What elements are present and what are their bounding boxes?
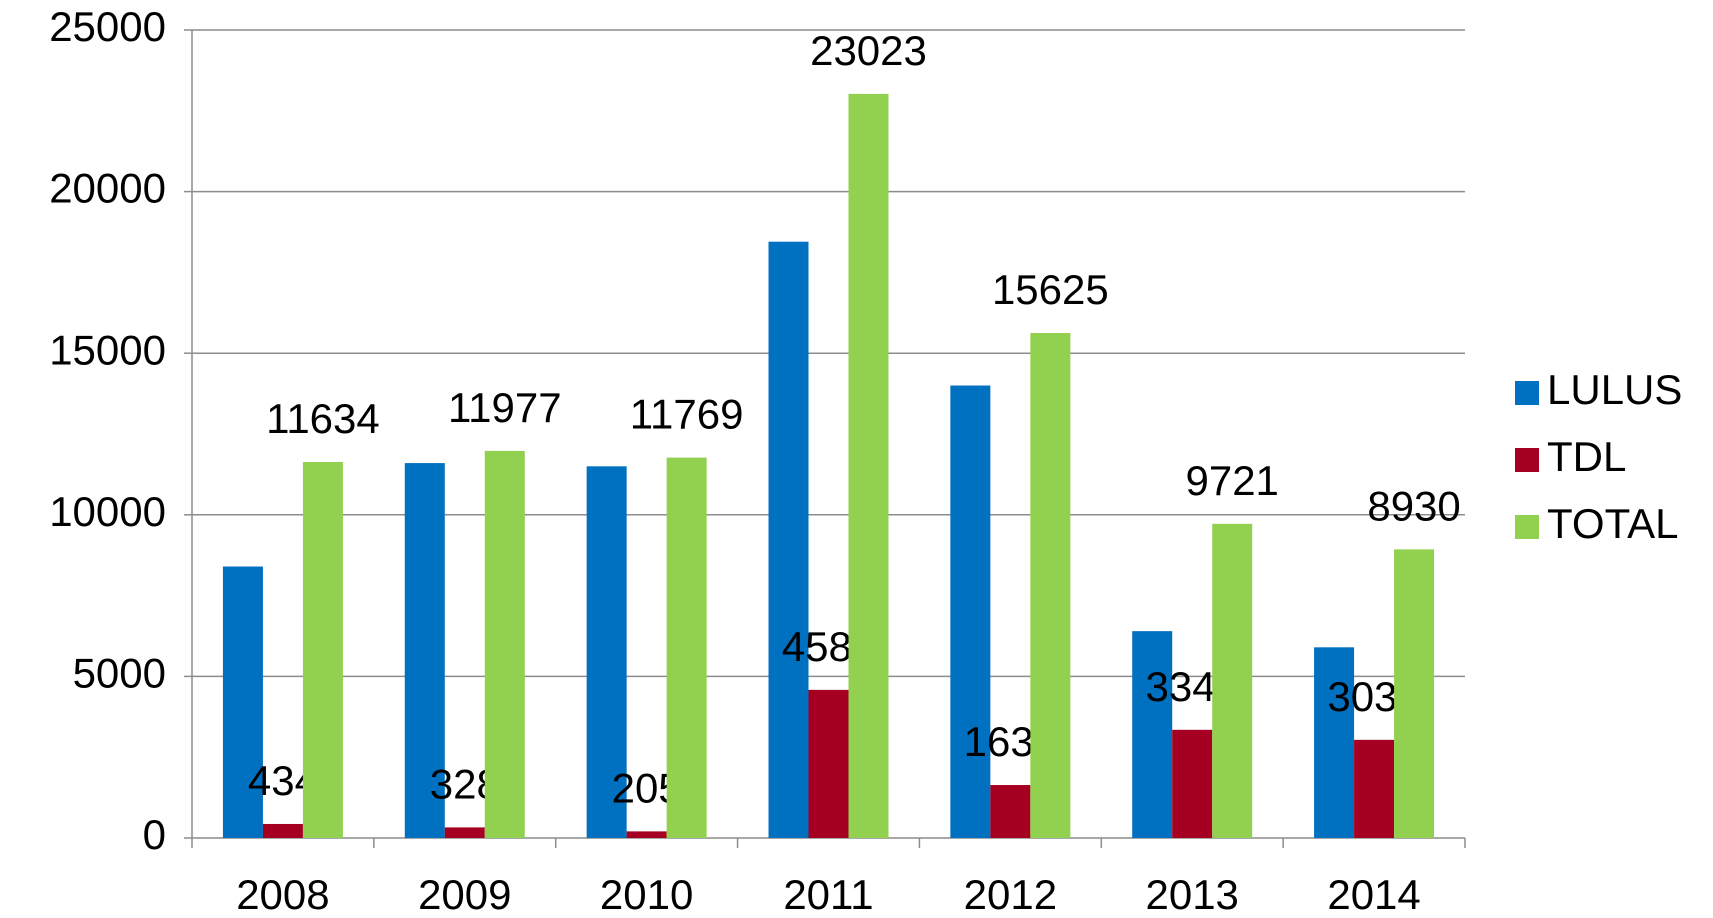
data-label: 23023 bbox=[810, 27, 927, 74]
bar bbox=[809, 690, 849, 838]
page: 0500010000150002000025000200843411634200… bbox=[0, 0, 1713, 918]
x-tick-label: 2010 bbox=[600, 871, 693, 918]
bar bbox=[990, 785, 1030, 838]
bar bbox=[1212, 524, 1252, 838]
bar bbox=[263, 824, 303, 838]
bar bbox=[950, 386, 990, 838]
y-tick-label: 0 bbox=[143, 811, 166, 858]
bar bbox=[485, 451, 525, 838]
legend-label: LULUS bbox=[1547, 366, 1682, 413]
bar bbox=[1172, 730, 1212, 838]
bar bbox=[627, 831, 667, 838]
legend-swatch bbox=[1515, 515, 1539, 539]
bar bbox=[1394, 549, 1434, 838]
chart: 0500010000150002000025000200843411634200… bbox=[0, 0, 1713, 918]
x-tick-label: 2013 bbox=[1145, 871, 1238, 918]
x-tick-label: 2008 bbox=[236, 871, 329, 918]
y-tick-label: 5000 bbox=[73, 649, 166, 696]
data-label: 15625 bbox=[992, 266, 1109, 313]
y-tick-label: 20000 bbox=[49, 165, 166, 212]
x-tick-label: 2009 bbox=[418, 871, 511, 918]
y-tick-label: 25000 bbox=[49, 3, 166, 50]
data-label: 11769 bbox=[630, 391, 744, 438]
bar bbox=[667, 458, 707, 838]
bar bbox=[849, 94, 889, 838]
data-label: 8930 bbox=[1367, 482, 1460, 529]
x-tick-label: 2014 bbox=[1327, 871, 1420, 918]
data-label: 11634 bbox=[266, 395, 380, 442]
x-tick-label: 2011 bbox=[783, 871, 873, 918]
bar bbox=[1354, 740, 1394, 838]
bar bbox=[1030, 333, 1070, 838]
legend-swatch bbox=[1515, 448, 1539, 472]
legend-swatch bbox=[1515, 381, 1539, 405]
data-label: 9721 bbox=[1185, 457, 1278, 504]
y-tick-label: 15000 bbox=[49, 326, 166, 373]
bar bbox=[445, 827, 485, 838]
x-tick-label: 2012 bbox=[964, 871, 1057, 918]
bar bbox=[769, 242, 809, 838]
bar bbox=[303, 462, 343, 838]
y-tick-label: 10000 bbox=[49, 488, 166, 535]
data-label: 11977 bbox=[448, 384, 562, 431]
legend-label: TOTAL bbox=[1547, 500, 1678, 547]
legend-label: TDL bbox=[1547, 433, 1626, 480]
